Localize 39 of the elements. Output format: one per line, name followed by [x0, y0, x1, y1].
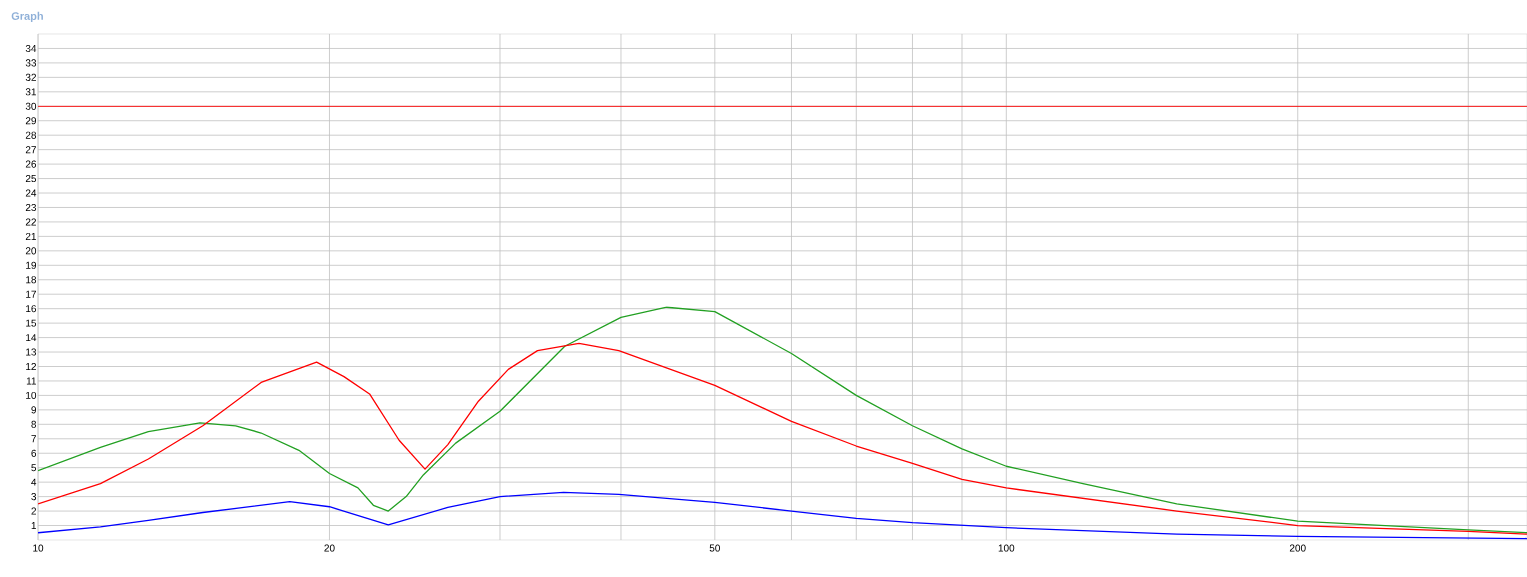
x-tick-label: 200: [1289, 544, 1306, 552]
x-tick-label: 100: [998, 544, 1015, 552]
y-tick-label: 25: [25, 175, 37, 183]
y-tick-label: 18: [26, 276, 37, 284]
y-tick-label: 24: [25, 189, 37, 197]
y-tick-label: 21: [25, 232, 37, 240]
y-tick-label: 5: [31, 464, 37, 472]
y-tick-label: 20: [25, 247, 37, 255]
y-tick-label: 28: [25, 131, 37, 139]
y-tick-label: 2: [31, 507, 36, 515]
y-tick-label: 15: [26, 319, 37, 327]
y-tick-label: 23: [25, 203, 37, 212]
y-tick-label: 13: [26, 348, 37, 356]
y-tick-label: 7: [31, 435, 36, 443]
y-tick-label: 16: [26, 305, 37, 313]
y-tick-label: 6: [31, 449, 37, 457]
y-tick-label: 31: [25, 88, 37, 96]
y-tick-label: 34: [25, 44, 37, 52]
y-tick-label: 26: [25, 160, 37, 168]
y-tick-label: 27: [25, 146, 36, 154]
y-tick-label: 19: [26, 261, 37, 269]
y-tick-label: 9: [31, 406, 37, 414]
y-tick-label: 17: [26, 290, 36, 298]
y-tick-label: 11: [26, 377, 37, 385]
chart-title: Graph: [11, 11, 43, 23]
x-tick-label: 20: [324, 544, 335, 552]
y-tick-label: 29: [25, 117, 37, 125]
y-tick-label: 8: [31, 420, 37, 428]
y-tick-label: 33: [25, 59, 37, 67]
y-tick-label: 4: [31, 478, 37, 486]
y-tick-label: 32: [25, 73, 36, 81]
x-tick-label: 50: [709, 544, 720, 552]
y-tick-label: 10: [26, 391, 37, 399]
y-tick-label: 22: [25, 218, 36, 226]
y-tick-label: 14: [26, 334, 37, 342]
y-tick-label: 1: [31, 522, 37, 529]
y-tick-label: 12: [26, 363, 36, 370]
y-tick-label: 30: [25, 102, 37, 110]
y-tick-label: 3: [31, 493, 37, 501]
